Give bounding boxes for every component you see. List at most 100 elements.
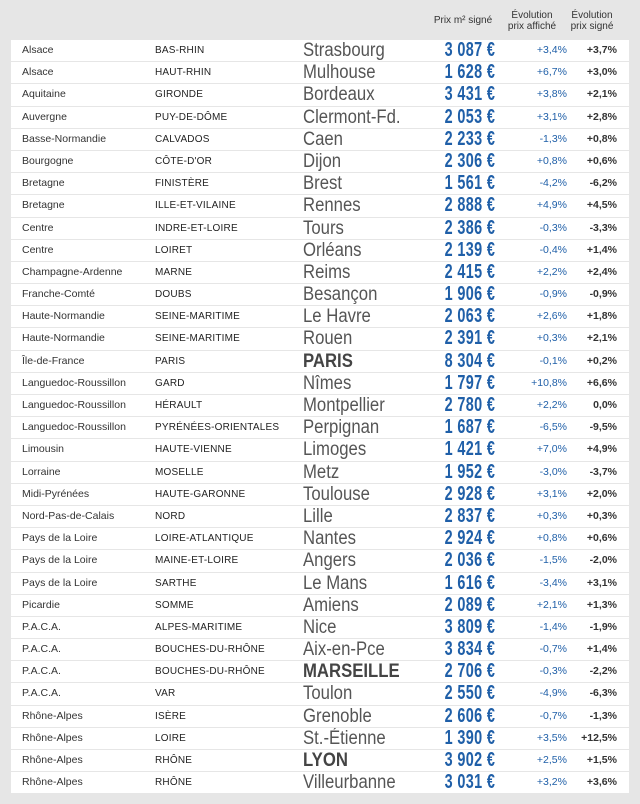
evolution-affiche-cell: -4,2% [539,177,567,190]
price-cell: 3 809 € [444,615,495,638]
evolution-affiche-cell: -3,4% [539,576,567,589]
city-cell: Grenoble [303,705,372,727]
city-cell: St.-Étienne [303,727,386,749]
evolution-affiche-cell: +2,5% [536,754,567,766]
department-cell: DOUBS [155,289,192,301]
price-cell: 1 421 € [444,438,495,461]
price-cell: 3 431 € [444,83,495,106]
table-row: Haute-Normandie SEINE-MARITIME Rouen 2 391 … [11,328,629,350]
table-row: Haute-Normandie SEINE-MARITIME Le Havre 2 0… [11,306,629,328]
table-row: Pays de la Loire MAINE-ET-LOIRE Angers 2 03… [11,550,629,572]
price-cell: 3 902 € [444,749,495,771]
price-cell: 3 834 € [444,638,495,661]
region-cell: Picardie [22,598,60,611]
price-cell: 2 888 € [444,194,495,217]
region-cell: Rhône-Alpes [22,754,83,766]
price-cell: 2 415 € [444,260,495,283]
evolution-affiche-cell: -1,5% [539,554,567,567]
department-cell: PYRÉNÉES-ORIENTALES [155,422,280,434]
region-cell: P.A.C.A. [22,643,61,656]
evolution-signe-cell: -9,5% [589,421,617,434]
table-row: Franche-Comté DOUBS Besançon 1 906 € -0,9% -0… [11,283,629,306]
table-row: P.A.C.A. VAR Toulon 2 550 € -4,9% -6,3% [11,682,629,705]
table-row: Languedoc-Roussillon HÉRAULT Montpellier 2 … [11,395,629,417]
evolution-affiche-cell: -0,7% [539,709,567,722]
department-cell: HAUTE-VIENNE [155,444,232,456]
region-cell: Franche-Comté [22,288,95,301]
price-cell: 1 906 € [444,283,495,306]
evolution-signe-cell: +0,8% [586,132,617,145]
region-cell: Rhône-Alpes [22,776,83,789]
evolution-signe-cell: +2,0% [586,487,617,500]
evolution-signe-cell: +12,5% [581,731,617,744]
city-cell: Dijon [303,150,342,172]
evolution-affiche-cell: +3,8% [536,88,567,101]
city-cell: Amiens [303,594,359,616]
table-row: Lorraine MOSELLE Metz 1 952 € -3,0% -3,7% [11,461,629,483]
department-cell: SOMME [155,599,194,611]
city-cell: Rouen [303,328,353,350]
department-cell: RHÔNE [155,755,193,766]
city-cell: Nîmes [303,372,352,394]
evolution-signe-cell: +0,3% [586,509,617,522]
table-row: Centre INDRE-ET-LOIRE Tours 2 386 € -0,3% -3,… [11,217,629,239]
region-cell: Alsace [22,44,54,56]
table-row: Bretagne ILLE-ET-VILAINE Rennes 2 888 € +4,9… [11,194,629,217]
evolution-affiche-cell: +0,8% [536,154,567,167]
department-cell: LOIRET [155,244,193,256]
price-cell: 2 550 € [444,682,495,705]
evolution-signe-cell: +0,6% [586,532,617,545]
table-row: Picardie SOMME Amiens 2 089 € +2,1% +1,3% [11,594,629,616]
price-cell: 3 031 € [444,771,495,794]
department-cell: ALPES-MARITIME [155,621,243,633]
evolution-signe-cell: +2,4% [586,265,617,278]
region-cell: Languedoc-Roussillon [22,421,126,434]
region-cell: Languedoc-Roussillon [22,399,126,411]
evolution-signe-cell: +3,6% [586,776,617,789]
region-cell: Centre [22,243,54,256]
region-cell: Champagne-Ardenne [22,265,123,278]
region-cell: Auvergne [22,110,67,123]
department-cell: BAS-RHIN [155,45,205,56]
department-cell: ISÈRE [155,710,187,722]
evolution-signe-cell: -3,3% [589,221,617,234]
city-cell: Nice [303,616,337,638]
city-cell: Montpellier [303,395,385,416]
city-cell: Bordeaux [303,84,375,106]
evolution-signe-cell: +2,1% [586,332,617,345]
evolution-affiche-cell: -0,7% [539,643,567,656]
evolution-signe-cell: -3,7% [589,465,617,478]
evolution-affiche-cell: +0,8% [536,532,567,545]
table-row: Languedoc-Roussillon GARD Nîmes 1 797 € +10,… [11,372,629,394]
region-cell: Haute-Normandie [22,310,105,323]
evolution-signe-cell: +2,1% [586,88,617,101]
evolution-affiche-cell: +2,2% [536,265,567,278]
city-cell: Clermont-Fd. [303,106,401,128]
price-cell: 2 928 € [444,482,495,505]
evolution-affiche-cell: +0,3% [536,332,567,345]
table-row: P.A.C.A. BOUCHES-DU-RHÔNE MARSEILLE 2 706 €… [11,661,629,683]
department-cell: VAR [155,688,176,700]
region-cell: Basse-Normandie [22,132,107,145]
region-cell: Bretagne [22,199,65,212]
region-cell: P.A.C.A. [22,665,61,678]
table-row: Languedoc-Roussillon PYRÉNÉES-ORIENTALES P… [11,417,629,439]
city-cell: Limoges [303,439,367,461]
region-cell: Bourgogne [22,154,74,167]
region-cell: Nord-Pas-de-Calais [22,509,115,522]
evolution-signe-cell: +1,4% [586,643,617,656]
evolution-signe-cell: +3,7% [586,44,617,56]
evolution-signe-cell: +3,0% [586,66,617,79]
region-cell: P.A.C.A. [22,687,61,700]
department-cell: INDRE-ET-LOIRE [155,222,238,234]
department-cell: HÉRAULT [155,400,203,411]
price-cell: 2 924 € [444,527,495,550]
evolution-affiche-cell: +3,5% [536,731,567,744]
city-cell: Mulhouse [303,62,376,84]
price-cell: 1 628 € [444,61,495,84]
evolution-affiche-cell: -6,5% [539,421,567,434]
table-row: Île-de-France PARIS PARIS 8 304 € -0,1% +0,2% [11,350,629,372]
table-row: Rhône-Alpes ISÈRE Grenoble 2 606 € -0,7% -1,3… [11,705,629,727]
table-row: Rhône-Alpes LOIRE St.-Étienne 1 390 € +3,5% +… [11,727,629,749]
city-cell: PARIS [303,350,353,372]
